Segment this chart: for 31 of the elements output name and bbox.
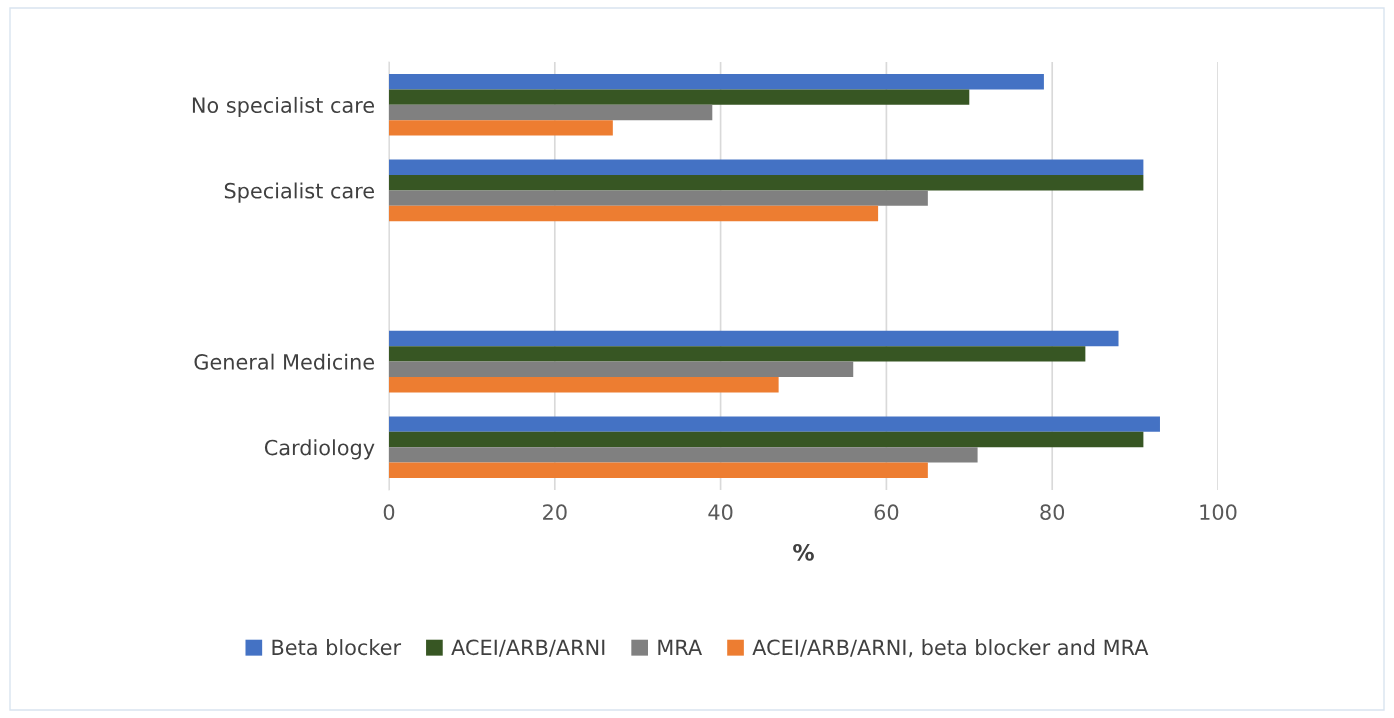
y-tick-label: Specialist care xyxy=(224,182,374,203)
bar xyxy=(389,205,879,222)
y-tick-label: Cardiology xyxy=(264,439,375,460)
bar xyxy=(389,190,928,206)
bar xyxy=(389,73,1044,90)
legend-label: Beta blocker xyxy=(272,639,402,656)
bar xyxy=(389,330,1119,347)
legend-label: ACEI/ARB/ARNI, beta blocker and MRA xyxy=(752,639,1149,658)
bar xyxy=(389,120,613,136)
x-tick-label: 0 xyxy=(383,504,395,521)
bar xyxy=(389,346,1086,362)
bar xyxy=(389,377,779,393)
bar xyxy=(389,462,928,479)
legend-label: ACEI/ARB/ARNI xyxy=(451,639,605,657)
bar xyxy=(389,104,713,121)
bar xyxy=(389,447,978,463)
bar xyxy=(389,159,1144,175)
x-axis-title: % xyxy=(793,543,814,561)
bar xyxy=(389,431,1144,448)
bar xyxy=(389,361,854,378)
x-tick-label: 100 xyxy=(1200,504,1237,521)
legend-label: MRA xyxy=(658,639,703,655)
bar xyxy=(389,174,1144,191)
x-tick-label: 60 xyxy=(874,504,899,521)
bar xyxy=(389,416,1160,432)
y-tick-label: No specialist care xyxy=(192,96,374,118)
y-tick-label: General Medicine xyxy=(194,353,374,370)
x-tick-label: 40 xyxy=(708,504,733,521)
x-tick-label: 80 xyxy=(1040,504,1065,521)
x-tick-label: 20 xyxy=(543,504,567,521)
bar xyxy=(389,89,970,105)
